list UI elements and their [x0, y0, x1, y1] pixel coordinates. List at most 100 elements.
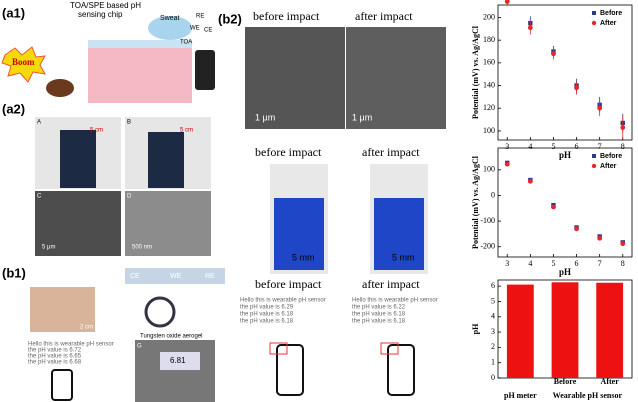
photo	[135, 340, 215, 402]
legend-label: After	[600, 20, 617, 27]
y-tick-label: 100	[483, 165, 495, 174]
plot-frame	[497, 4, 633, 141]
x-tick-label: 6	[575, 259, 579, 268]
x-axis-label: pH	[559, 267, 571, 277]
screen-text: the pH value is 6.18	[240, 312, 294, 318]
screen-text: Hello this is wearable pH sensor	[352, 298, 438, 304]
x-axis-label: pH	[559, 150, 571, 160]
sensor	[374, 198, 424, 270]
screen-text: Hello this is wearable pH sensor	[240, 298, 326, 304]
scale-label: 1 μm	[255, 112, 275, 122]
label: A	[37, 120, 41, 126]
scale-label: 5 mm	[292, 252, 315, 262]
point	[620, 241, 626, 247]
heading: before impact	[255, 145, 322, 159]
y-tick-label: 160	[483, 58, 495, 67]
y-tick-label: 100	[483, 126, 495, 135]
screen-text: the pH value is 6.68	[28, 360, 82, 366]
point	[504, 161, 510, 167]
phone	[276, 344, 304, 396]
y-tick-label: 0	[491, 190, 495, 199]
y-tick-label: 6	[491, 281, 495, 290]
y-tick-label: 1	[491, 358, 495, 367]
figure-icon	[46, 79, 74, 97]
sweat-drop	[148, 16, 192, 40]
meter-screen	[160, 352, 200, 370]
screen-text: the pH value is 6.18	[352, 319, 406, 325]
x-tick-label: 3	[505, 142, 509, 151]
x-tick-label: Before	[554, 377, 577, 386]
screen-text: the pH value is 6.18	[352, 312, 406, 318]
sem-image	[245, 27, 345, 129]
x-tick-label: 6	[575, 142, 579, 151]
screen-text: the pH value is 6.18	[240, 319, 294, 325]
label: RE	[196, 14, 204, 20]
photo-object	[148, 132, 184, 188]
point	[574, 85, 579, 91]
point	[551, 51, 556, 57]
x-tick-label: 7	[598, 142, 602, 151]
legend-marker	[591, 163, 597, 169]
meter-reading: 6.81	[170, 356, 186, 365]
chip	[88, 40, 192, 48]
skin	[88, 45, 192, 103]
panel-label: (b1)	[2, 265, 26, 280]
highlight	[269, 342, 288, 355]
legend-label: Before	[600, 10, 622, 17]
y-tick-label: 3	[491, 327, 495, 336]
heading: after impact	[355, 9, 413, 23]
legend-label: Before	[600, 153, 622, 160]
label: D	[127, 194, 132, 200]
x-tick-label: 8	[621, 142, 625, 151]
x-tick-label: 4	[528, 259, 532, 268]
electrode	[125, 268, 225, 284]
y-tick-label: 120	[483, 103, 495, 112]
screen-text: the pH value is 6.65	[28, 354, 82, 360]
scale-label: 5 mm	[392, 252, 415, 262]
phone	[387, 344, 415, 396]
y-tick-label: 0	[491, 373, 495, 382]
screen-text: the pH value is 6.29	[240, 305, 294, 311]
point	[527, 178, 533, 184]
bar	[506, 284, 534, 378]
label: TOA	[180, 40, 192, 46]
photo-object	[60, 130, 96, 188]
point	[551, 204, 556, 210]
x-tick-label: pH meter	[504, 391, 537, 400]
legend-marker	[592, 154, 596, 158]
sem-image	[125, 191, 211, 256]
label: Boom	[12, 57, 35, 67]
point	[620, 125, 626, 130]
sem-image	[35, 191, 121, 256]
plot-frame	[497, 147, 633, 258]
x-tick-label: After	[601, 377, 620, 386]
burst	[1, 46, 46, 83]
screen-text: the pH value is 6.22	[352, 305, 406, 311]
y-tick-label: -100	[480, 216, 495, 225]
y-axis-label: pH	[471, 323, 480, 334]
x-tick-label: 7	[598, 259, 602, 268]
scale-label: 2 cm	[80, 325, 93, 331]
title: TOA/SPE based pH	[70, 1, 141, 10]
x-tick-label: 4	[528, 142, 532, 151]
point	[504, 0, 510, 4]
legend-marker	[591, 20, 597, 26]
y-tick-label: 200	[483, 12, 495, 21]
heading: before impact	[255, 277, 322, 291]
y-tick-label: -200	[480, 242, 495, 251]
heading: before impact	[253, 9, 320, 23]
point	[574, 226, 579, 232]
x-tick-label: 3	[505, 259, 509, 268]
label: Tungsten oxide aerogel	[140, 334, 203, 340]
point	[527, 25, 533, 31]
x-tick-label: 5	[551, 259, 555, 268]
phone	[51, 369, 73, 401]
scale-label: 1 μm	[352, 112, 372, 122]
y-tick-label: 4	[491, 312, 495, 321]
title: sensing chip	[78, 10, 123, 19]
photo	[30, 287, 95, 332]
label: B	[127, 120, 131, 126]
y-axis-label: Potential (mV) vs. Ag/AgCl	[471, 25, 480, 119]
